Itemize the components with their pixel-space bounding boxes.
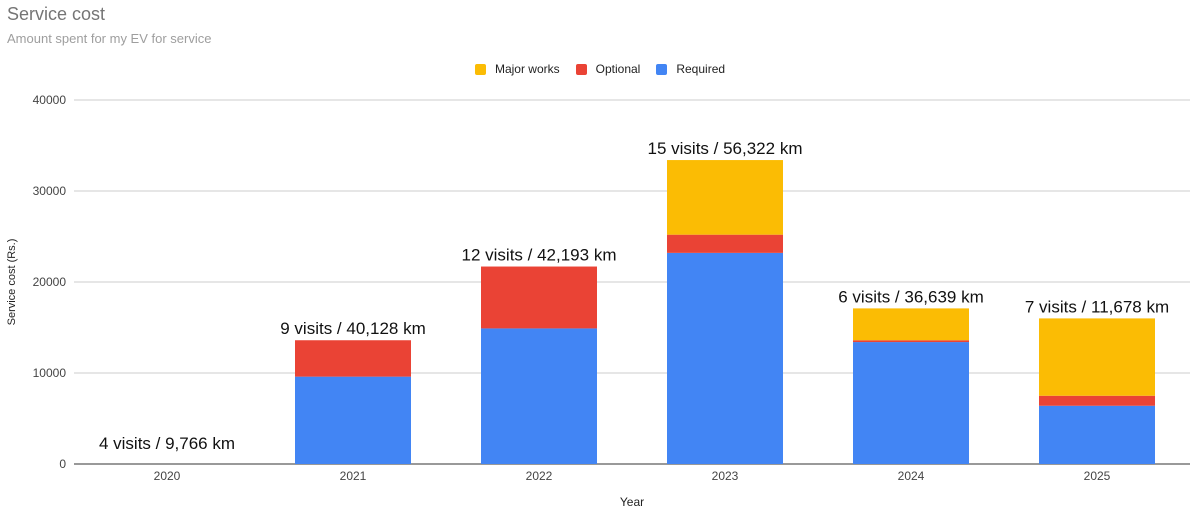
- y-tick-label: 30000: [33, 184, 67, 198]
- chart-title: Service cost: [7, 4, 106, 24]
- bar-annotation: 4 visits / 9,766 km: [99, 434, 235, 453]
- y-tick-label: 10000: [33, 366, 67, 380]
- legend-label-major-works: Major works: [494, 62, 560, 76]
- legend-swatch-optional: [575, 63, 587, 75]
- legend-label-optional: Optional: [595, 62, 641, 76]
- bar-required-2021[interactable]: [295, 376, 411, 464]
- legend-swatch-required: [656, 63, 668, 75]
- bar-required-2022[interactable]: [481, 328, 597, 464]
- bar-annotation: 9 visits / 40,128 km: [280, 319, 426, 338]
- x-tick-label: 2023: [712, 469, 739, 483]
- bar-required-2025[interactable]: [1039, 405, 1155, 464]
- chart-subtitle: Amount spent for my EV for service: [7, 31, 212, 46]
- bar-major-works-2023[interactable]: [667, 160, 783, 235]
- x-tick-label: 2025: [1084, 469, 1111, 483]
- bar-annotation: 6 visits / 36,639 km: [838, 287, 984, 306]
- legend-item-major-works[interactable]: Major works: [474, 62, 560, 76]
- x-tick-label: 2021: [340, 469, 367, 483]
- x-tick-label: 2022: [526, 469, 553, 483]
- bar-optional-2023[interactable]: [667, 234, 783, 253]
- x-axis-title: Year: [620, 495, 644, 509]
- bar-optional-2022[interactable]: [481, 266, 597, 329]
- bar-optional-2024[interactable]: [853, 340, 969, 343]
- legend-label-required: Required: [676, 62, 726, 76]
- bar-annotation: 12 visits / 42,193 km: [462, 246, 617, 265]
- y-tick-label: 40000: [33, 93, 67, 107]
- bar-annotation: 7 visits / 11,678 km: [1025, 297, 1169, 316]
- bar-optional-2021[interactable]: [295, 340, 411, 377]
- bar-required-2023[interactable]: [667, 252, 783, 464]
- bar-required-2024[interactable]: [853, 342, 969, 464]
- y-axis-title: Service cost (Rs.): [6, 239, 18, 326]
- x-tick-label: 2024: [898, 469, 925, 483]
- bar-optional-2025[interactable]: [1039, 395, 1155, 406]
- legend-swatch-major-works: [474, 63, 486, 75]
- bar-major-works-2025[interactable]: [1039, 318, 1155, 396]
- y-tick-label: 20000: [33, 275, 67, 289]
- bar-major-works-2024[interactable]: [853, 308, 969, 341]
- legend-item-optional[interactable]: Optional: [575, 62, 641, 76]
- y-tick-label: 0: [59, 457, 66, 471]
- legend-item-required[interactable]: Required: [656, 62, 725, 76]
- legend: Major works Optional Required: [0, 62, 1200, 76]
- x-tick-label: 2020: [154, 469, 181, 483]
- bar-annotation: 15 visits / 56,322 km: [648, 139, 803, 158]
